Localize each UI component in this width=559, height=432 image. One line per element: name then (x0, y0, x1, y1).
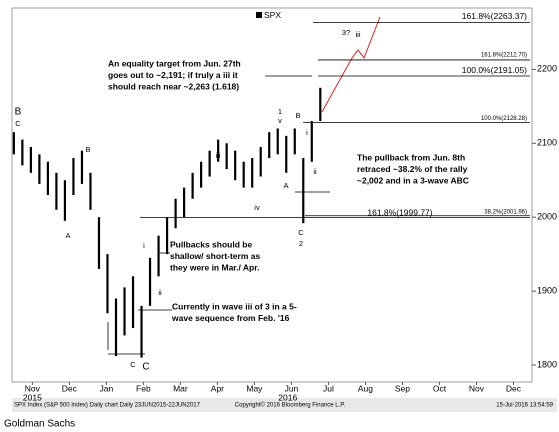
y-tick-label: 2200 (537, 64, 557, 74)
x-tick-label: Dec (506, 383, 522, 393)
wave-label: 3? (342, 28, 350, 37)
wave-label: 1 (278, 107, 282, 116)
wave-label: i (143, 241, 145, 250)
annotation: retraced ~38.2% of the rally (357, 164, 468, 174)
annotation: An equality target from Jun. 27th (108, 58, 241, 68)
year-label: 2015 (23, 392, 42, 402)
x-tick-label: Nov (25, 383, 41, 393)
x-tick-label: Dec (62, 383, 78, 393)
annotation: The pullback from Jun. 8th (357, 152, 465, 162)
wave-label: A (65, 231, 70, 240)
x-tick-label: Jan (100, 383, 114, 393)
annotation: goes out to ~2,191; if truly a iii it (108, 70, 238, 80)
x-tick-label: Feb (136, 383, 151, 393)
x-tick-label: Jun (285, 383, 299, 393)
y-tick-label: 2000 (537, 212, 557, 222)
wave-label: v (278, 116, 282, 125)
annotation: they were in Mar./ Apr. (170, 262, 259, 272)
annotation: ~2,002 and in a 3-wave ABC (357, 175, 469, 185)
footer-left: SPX Index (S&P 500 Index) Daily chart Da… (14, 403, 201, 409)
level-label: 161.8%(2212.70) (481, 53, 527, 59)
wave-label: C (142, 362, 149, 373)
wave-label: iii (356, 30, 361, 39)
wave-label: B (295, 111, 300, 120)
x-tick-label: Apr (211, 383, 224, 393)
wave-label: A (283, 181, 288, 190)
annotation: Currently in wave iii of 3 in a 5- (172, 301, 297, 311)
year-label: 2016 (278, 392, 297, 402)
wave-label: B (85, 145, 90, 154)
wave-label: iv (254, 203, 260, 212)
level-label: 100.0%(2128.28) (481, 116, 527, 122)
plot-frame (11, 7, 533, 383)
wave-label: ii (313, 167, 317, 176)
legend-swatch (256, 12, 262, 18)
wave-label: C (130, 360, 136, 369)
annotation: should reach near ~2,263 (1.618) (108, 81, 239, 91)
y-tick-label: 2100 (537, 138, 557, 148)
x-tick-label: Jul (323, 383, 334, 393)
y-tick-label: 1900 (537, 285, 557, 295)
annotation: Pullbacks should be (170, 239, 252, 249)
x-tick-label: Mar (173, 383, 188, 393)
wave-label: 2 (299, 239, 303, 248)
x-tick-label: Sep (395, 383, 410, 393)
level-label: 100.0%(2191.05) (462, 65, 527, 75)
level-label: 38.2%(2001.96) (484, 209, 527, 215)
wave-label: ii (158, 288, 162, 297)
footer-right: 15-Jul-2016 13:54:59 (496, 403, 553, 409)
x-tick-label: Oct (433, 383, 447, 393)
x-tick-label: May (246, 383, 263, 393)
wave-label: C (15, 119, 21, 128)
wave-label: B (15, 107, 22, 118)
level-label: 161.8%(2263.37) (462, 11, 527, 21)
source: Goldman Sachs (4, 419, 75, 430)
footer-center: Copyright© 2016 Bloomberg Finance L.P. (235, 402, 346, 409)
x-tick-label: Nov (469, 383, 485, 393)
wave-label: iii (216, 151, 221, 160)
legend-label: SPX (264, 10, 281, 20)
annotation: shallow/ short-term as (170, 251, 260, 261)
y-tick-label: 1800 (537, 359, 557, 369)
level-label: 161.8%(1999.77) (367, 208, 432, 218)
wave-label: C (298, 228, 304, 237)
wave-label: i (306, 128, 308, 137)
footer-bar (12, 398, 557, 412)
x-tick-label: Aug (358, 383, 373, 393)
annotation: wave sequence from Feb. '16 (171, 313, 290, 323)
connectors (107, 75, 330, 355)
